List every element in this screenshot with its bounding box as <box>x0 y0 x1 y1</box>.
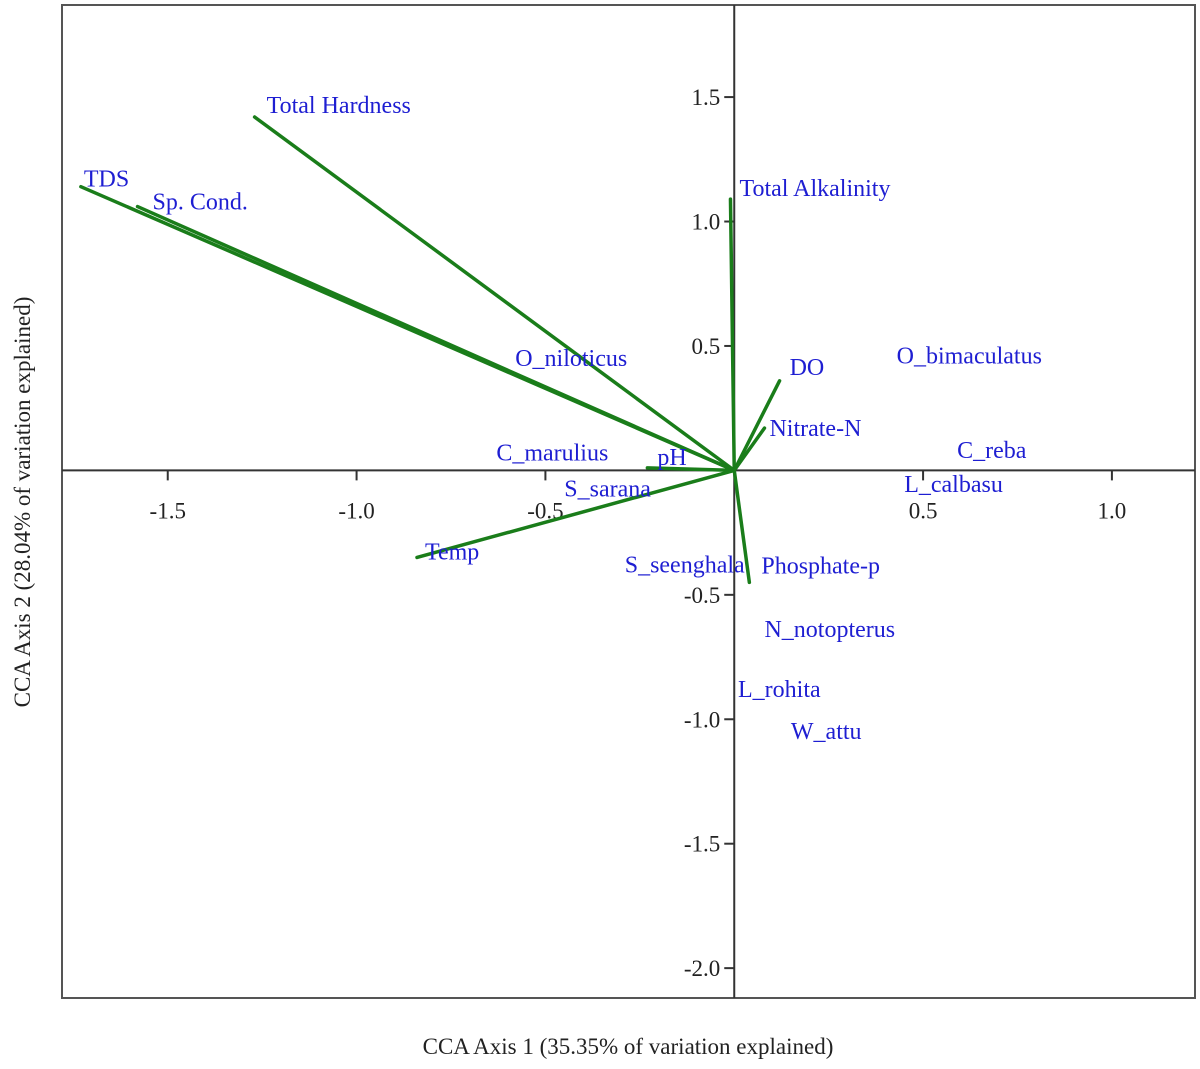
species-label: L_rohita <box>738 677 821 703</box>
species-label: O_niloticus <box>515 346 627 372</box>
y-axis-title: CCA Axis 2 (28.04% of variation explaine… <box>10 297 35 708</box>
env-label: DO <box>790 355 825 381</box>
x-tick-label: 1.0 <box>1098 498 1127 523</box>
species-label: O_bimaculatus <box>897 343 1042 369</box>
env-arrow <box>732 379 782 473</box>
species-label: W_attu <box>791 719 862 745</box>
x-axis-title: CCA Axis 1 (35.35% of variation explaine… <box>423 1034 834 1059</box>
y-tick-label: 1.0 <box>691 210 720 235</box>
axes: -1.5 -1.0 -0.5 0.5 1.01.51.00.5-0.5-1.0-1.5-… <box>62 5 1195 998</box>
y-tick-label: -2.0 <box>684 956 720 981</box>
env-arrow <box>135 204 736 473</box>
env-arrow <box>645 466 736 473</box>
y-tick-label: -0.5 <box>684 583 720 608</box>
env-label: TDS <box>84 167 129 193</box>
species-label: L_calbasu <box>904 472 1003 498</box>
env-label: Nitrate-N <box>769 416 861 442</box>
env-arrow <box>252 115 736 473</box>
env-label: Total Alkalinity <box>739 176 890 202</box>
species-label: C_reba <box>957 438 1027 464</box>
env-label: Sp. Cond. <box>153 190 248 216</box>
species-label: S_seenghala <box>625 552 745 578</box>
y-tick-label: 0.5 <box>691 334 720 359</box>
y-tick-label: 1.5 <box>691 85 720 110</box>
env-arrow <box>728 197 736 473</box>
env-label: Total Hardness <box>267 93 411 119</box>
env-arrow <box>415 468 736 560</box>
env-arrow <box>732 426 767 473</box>
x-tick-label: -1.5 <box>150 498 186 523</box>
x-tick-label: 0.5 <box>909 498 938 523</box>
species-label: C_marulius <box>496 440 608 466</box>
y-tick-label: -1.5 <box>684 832 720 857</box>
env-label: Temp <box>425 539 479 565</box>
environmental-arrows <box>79 115 782 585</box>
env-label: pH <box>657 445 686 471</box>
env-label: Phosphate-p <box>761 553 880 579</box>
env-arrow <box>732 468 752 585</box>
plot-frame <box>61 4 1196 999</box>
species-label: S_sarana <box>564 476 651 502</box>
species-label: N_notopterus <box>764 617 895 643</box>
y-tick-label: -1.0 <box>684 707 720 732</box>
labels: Total Hardness TDS Sp. Cond. Total Alkalini… <box>84 93 1042 745</box>
x-tick-label: -1.0 <box>338 498 374 523</box>
